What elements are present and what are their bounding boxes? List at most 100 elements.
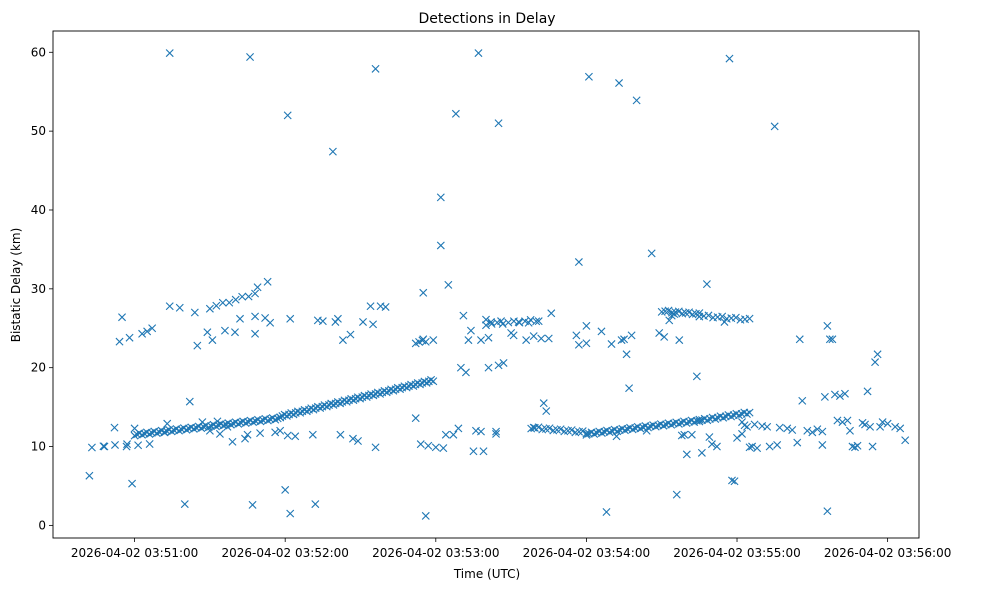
x-tick-label: 2026-04-02 03:56:00 [824,546,951,560]
data-point [853,441,862,450]
data-point [718,312,727,321]
data-point [798,396,807,405]
x-axis-label: Time (UTC) [453,567,520,581]
data-point [328,147,337,156]
y-tick-label: 60 [31,45,46,59]
data-point [745,314,754,323]
data-point [793,438,802,447]
data-point [818,427,827,436]
data-point [532,317,541,326]
data-point [436,241,445,250]
data-point [602,507,611,516]
data-point [574,340,583,349]
data-point [537,334,546,343]
data-point [597,327,606,336]
data-point [85,471,94,480]
data-point [128,479,137,488]
data-point [659,421,668,430]
data-point [660,332,669,341]
data-point [219,421,228,430]
data-point [283,111,292,120]
data-point [421,511,430,520]
data-point [743,422,752,431]
data-point [138,329,147,338]
data-point [122,442,131,451]
data-point [241,434,250,443]
data-point [215,429,224,438]
data-point [861,420,870,429]
data-point [682,450,691,459]
data-point [236,314,244,323]
data-point [845,426,854,435]
data-point [371,64,380,73]
data-point [770,122,779,131]
data-point [509,317,518,326]
x-tick-label: 2026-04-02 03:53:00 [372,546,499,560]
data-point [833,416,842,425]
data-point [547,309,556,318]
data-point [863,387,872,396]
data-point [180,500,189,509]
data-point [731,313,740,322]
data-point [808,428,817,437]
data-point [672,490,681,499]
data-point [582,321,591,330]
data-point [823,321,832,330]
data-point [137,430,146,439]
plot-frame [52,30,920,539]
data-point [251,289,260,298]
data-point [333,314,342,323]
y-tick-label: 30 [31,282,46,296]
data-point [695,309,704,318]
data-point [823,507,832,516]
data-point [685,308,694,317]
data-point [702,280,711,289]
data-point [111,440,119,449]
data-point [125,333,134,342]
data-point [712,442,721,451]
data-point [175,303,184,312]
data-point [597,429,606,438]
data-point [740,421,749,430]
data-point [871,358,880,367]
data-point [534,317,543,326]
data-point [461,368,470,377]
data-point [308,430,317,439]
data-point [474,49,483,58]
data-point [226,420,235,429]
data-point [615,79,624,88]
data-series [85,49,910,520]
data-point [719,413,728,422]
data-point [605,428,614,437]
data-point [87,443,96,452]
data-point [469,447,478,456]
data-point [783,424,792,433]
data-point [130,431,139,440]
data-point [441,430,450,439]
data-point [733,433,742,442]
data-point [421,337,430,346]
data-point [627,331,636,340]
data-point [735,411,743,420]
data-point [160,428,169,437]
chart-title: Detections in Delay [418,11,555,27]
data-point [492,427,501,436]
data-point [263,277,272,286]
data-point [487,317,496,326]
data-point [476,336,485,345]
data-point [271,415,280,424]
data-point [476,427,485,436]
y-axis: 0 10 20 30 40 50 60 [31,45,53,532]
x-tick-label: 2026-04-02 03:54:00 [523,546,650,560]
data-point [675,336,684,345]
data-point [381,302,390,311]
data-point [439,444,448,453]
data-point [253,283,262,292]
y-tick-label: 50 [31,124,46,138]
data-point [203,328,212,337]
data-point [193,341,202,350]
data-point [165,302,174,311]
data-point [745,443,754,452]
data-point [584,72,593,81]
data-point [353,437,362,446]
